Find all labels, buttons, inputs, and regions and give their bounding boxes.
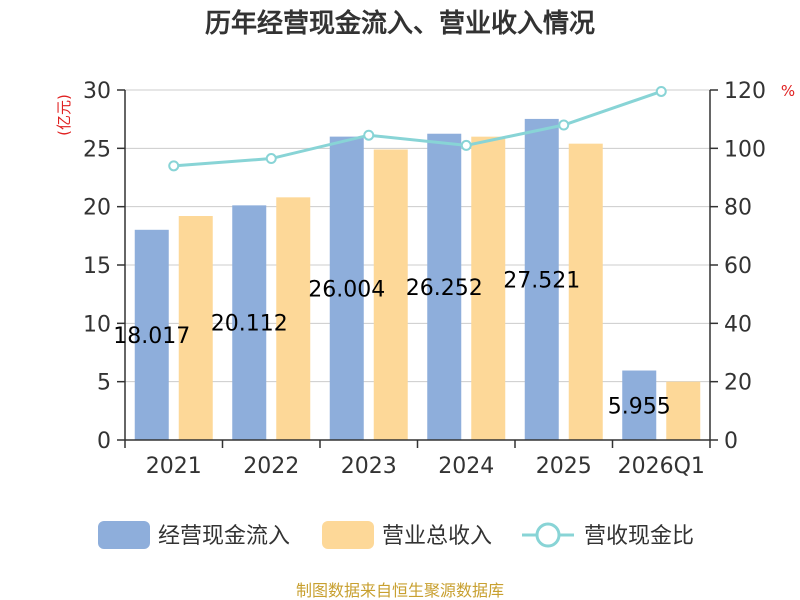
right-axis: 0 20 40 60 80 100 120	[709, 79, 766, 454]
right-tick-label: 40	[724, 312, 752, 337]
ratio-point	[655, 85, 667, 97]
left-axis-unit: (亿元)	[55, 94, 73, 136]
legend-item-ratio[interactable]: 营收现金比	[522, 522, 694, 549]
bar-cash-inflow	[524, 118, 559, 441]
x-tick-label: 2023	[341, 454, 397, 479]
left-tick-label: 15	[83, 254, 111, 279]
legend-item-cash-inflow[interactable]: 经营现金流入	[98, 521, 290, 549]
bar-value-label: 27.521	[503, 268, 580, 293]
right-tick-label: 100	[724, 137, 766, 162]
ratio-point	[558, 119, 570, 131]
right-tick-label: 80	[724, 196, 752, 221]
legend-item-revenue[interactable]: 营业总收入	[322, 521, 492, 549]
bar-value-label: 26.252	[406, 276, 483, 301]
x-axis: 2021 2022 2023 2024 2025 2026Q1	[124, 439, 711, 479]
bar-labels: 18.017 20.112 26.004 26.252 27.521 5.955	[113, 268, 670, 419]
bar-revenue	[666, 381, 701, 440]
bar-value-label: 18.017	[113, 324, 190, 349]
left-tick-label: 10	[83, 312, 111, 337]
legend-label-revenue: 营业总收入	[382, 524, 492, 549]
right-tick-label: 20	[724, 371, 752, 396]
right-axis-unit: %	[781, 82, 795, 100]
ratio-line	[168, 85, 667, 172]
ratio-point	[363, 129, 375, 141]
ratio-line-path	[173, 90, 662, 168]
bar-revenue	[276, 197, 311, 440]
legend: 经营现金流入 营业总收入 营收现金比	[98, 521, 694, 549]
legend-label-ratio: 营收现金比	[584, 524, 694, 549]
left-tick-label: 20	[83, 196, 111, 221]
bar-cash-inflow	[134, 229, 169, 440]
legend-swatch-revenue	[322, 521, 374, 549]
x-tick-label: 2026Q1	[618, 454, 705, 479]
right-tick-label: 60	[724, 254, 752, 279]
bar-cash-inflow	[232, 205, 267, 440]
left-tick-label: 0	[97, 429, 111, 454]
bar-value-label: 26.004	[308, 277, 385, 302]
legend-label-cash-inflow: 经营现金流入	[158, 524, 290, 549]
right-tick-label: 120	[724, 79, 766, 104]
bar-revenue	[568, 143, 603, 440]
bar-value-label: 5.955	[608, 394, 671, 419]
bar-cash-inflow	[622, 370, 657, 440]
x-tick-label: 2021	[146, 454, 202, 479]
legend-marker-ratio	[535, 522, 561, 548]
x-tick-label: 2025	[536, 454, 592, 479]
ratio-point	[265, 153, 277, 165]
x-tick-label: 2024	[438, 454, 494, 479]
left-tick-label: 5	[97, 371, 111, 396]
ratio-point	[460, 139, 472, 151]
bar-cash-inflow	[329, 136, 364, 440]
bar-cash-inflow	[427, 133, 462, 440]
bar-value-label: 20.112	[211, 312, 288, 337]
bar-revenue	[471, 136, 506, 440]
ratio-point	[168, 160, 180, 172]
left-tick-label: 30	[83, 79, 111, 104]
left-axis: 0 5 10 15 20 25 30	[83, 79, 126, 454]
source-note: 制图数据来自恒生聚源数据库	[296, 581, 504, 600]
bar-revenue	[373, 149, 408, 440]
left-tick-label: 25	[83, 137, 111, 162]
chart-title: 历年经营现金流入、营业收入情况	[205, 8, 595, 39]
legend-swatch-cash-inflow	[98, 521, 150, 549]
bars	[134, 118, 701, 441]
grid	[125, 89, 710, 383]
bar-revenue	[178, 216, 213, 440]
right-tick-label: 0	[724, 429, 738, 454]
x-tick-label: 2022	[243, 454, 299, 479]
